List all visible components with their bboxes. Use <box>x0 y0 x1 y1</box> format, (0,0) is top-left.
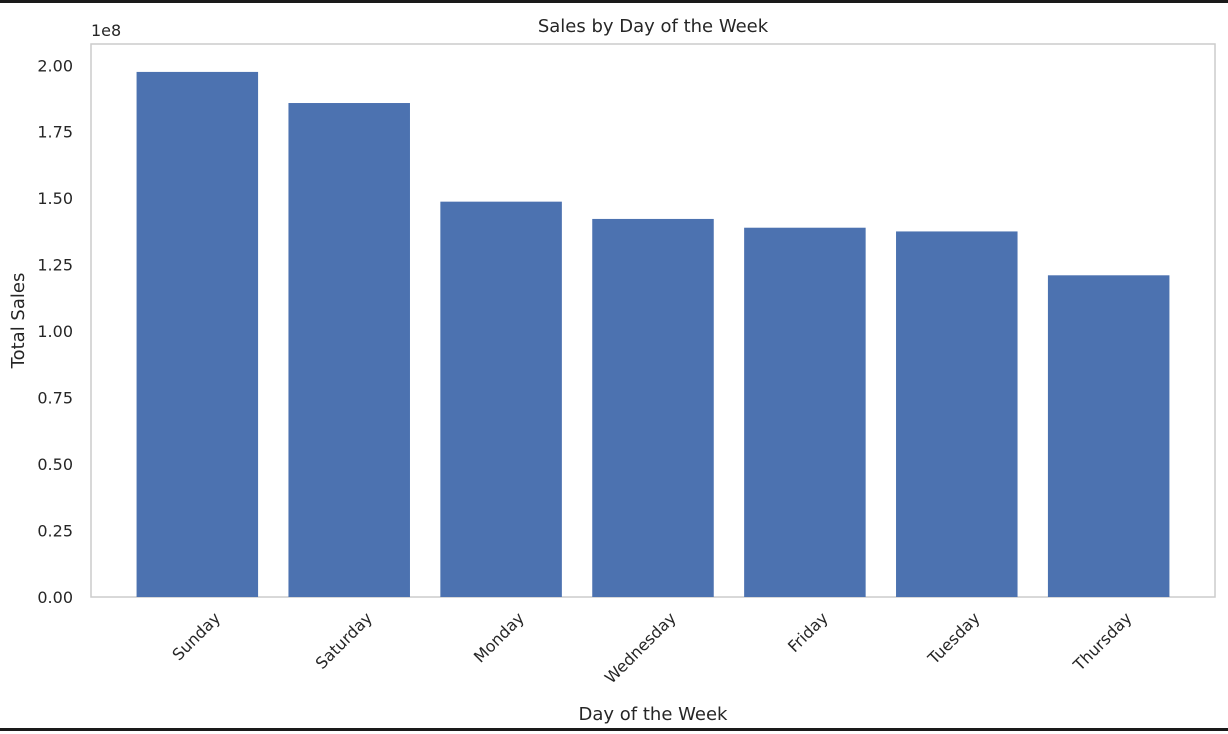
bar-saturday <box>288 103 410 597</box>
x-tick-label-friday: Friday <box>784 608 832 656</box>
y-axis-label: Total Sales <box>8 273 29 370</box>
x-tick-labels: Sunday Saturday Monday Wednesday Friday Tuesd… <box>168 608 1135 687</box>
y-tick-label: 0.00 <box>37 588 73 607</box>
x-tick-label-wednesday: Wednesday <box>601 608 680 687</box>
bar-sunday <box>136 71 259 597</box>
x-tick-label-thursday: Thursday <box>1069 608 1136 675</box>
x-tick-label-monday: Monday <box>470 608 528 666</box>
y-axis-offset-label: 1e8 <box>91 21 121 40</box>
y-tick-labels: 0.00 0.25 0.50 0.75 1.00 1.25 1.50 1.75 2.00 <box>37 56 73 607</box>
x-tick-label-sunday: Sunday <box>168 608 224 664</box>
y-tick-label: 2.00 <box>37 56 73 75</box>
y-tick-label: 1.75 <box>37 123 73 142</box>
bar-wednesday <box>592 218 714 597</box>
y-tick-label: 1.25 <box>37 256 73 275</box>
y-tick-label: 1.50 <box>37 189 73 208</box>
bar-chart: 0.00 0.25 0.50 0.75 1.00 1.25 1.50 1.75 2.00 Sun… <box>8 16 1216 725</box>
y-tick-label: 1.00 <box>37 322 73 341</box>
chart-title: Sales by Day of the Week <box>538 16 769 37</box>
bar-tuesday <box>896 231 1018 597</box>
y-tick-label: 0.25 <box>37 522 73 541</box>
x-axis-label: Day of the Week <box>579 704 728 725</box>
x-tick-label-saturday: Saturday <box>312 608 376 672</box>
y-tick-label: 0.50 <box>37 455 73 474</box>
bars-group <box>136 71 1170 597</box>
bar-monday <box>440 201 562 597</box>
x-tick-label-tuesday: Tuesday <box>923 608 983 668</box>
bar-friday <box>744 227 866 597</box>
bar-thursday <box>1047 275 1170 597</box>
y-tick-label: 0.75 <box>37 389 73 408</box>
